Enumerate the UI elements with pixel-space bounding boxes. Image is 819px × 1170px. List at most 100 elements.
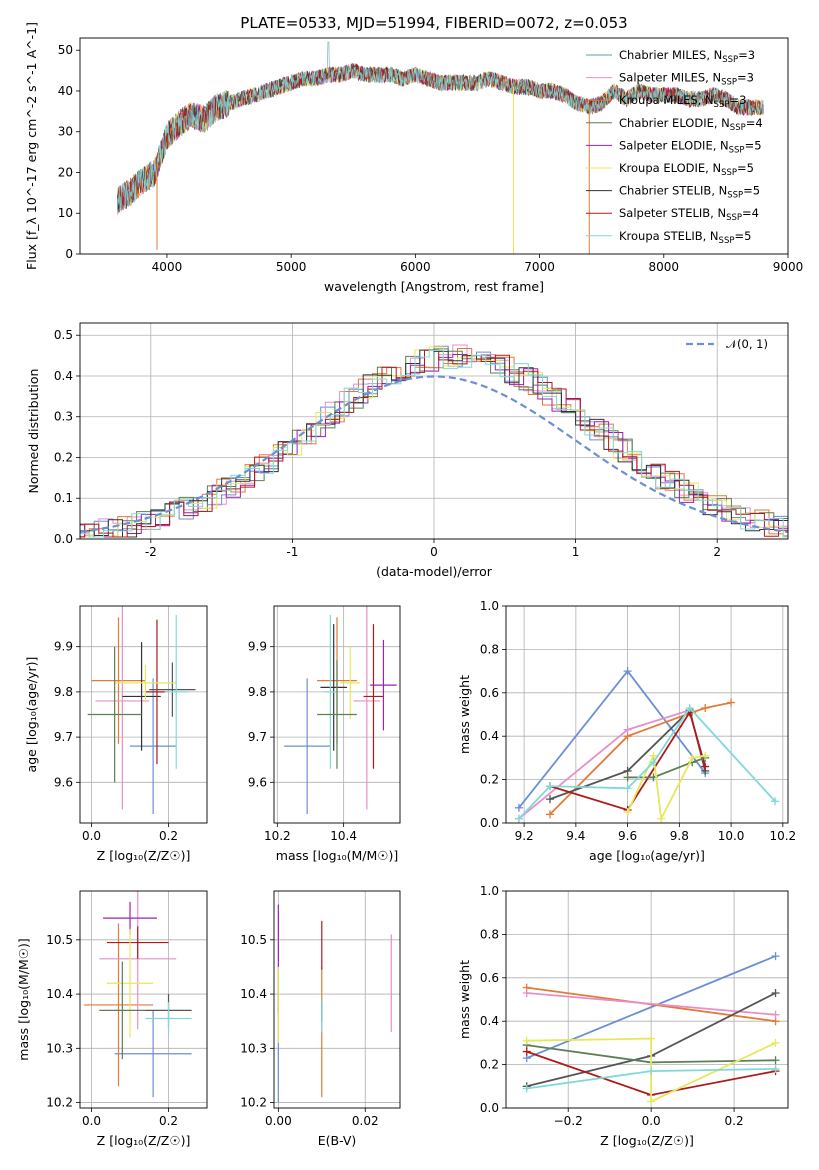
legend-label: Kroupa MILES, NSSP=3: [619, 93, 746, 110]
axes-mass_vs_Z: 0.0 0.2 10.2 10.3 10.4 10.5 Z [log₁₀(Z/Z☉)] mas…: [16, 890, 208, 1148]
axes-frame: [79, 890, 208, 1109]
y-tick-label: 0.8: [480, 642, 499, 656]
errorbar-point: [114, 664, 177, 701]
series-marker: [657, 814, 666, 823]
x-axis-label: (data-model)/error: [376, 564, 493, 579]
series-marker: [522, 1036, 531, 1045]
x-axis-label: E(B-V): [318, 1133, 357, 1148]
axes-residuals: -2 -1 0 1 2 0.0 0.1 0.2 0.3 0.4 0.5 (data-model)/er…: [26, 322, 789, 579]
spectrum-legend: Chabrier MILES, NSSP=3 Salpeter MILES, NS…: [586, 48, 763, 246]
series-marker: [688, 753, 697, 762]
y-tick-label: 9.8: [54, 685, 73, 699]
y-tick-label: 0.3: [54, 410, 73, 424]
errorbar-point: [99, 961, 146, 1060]
series-marker: [623, 784, 632, 793]
y-tick-label: 10.5: [46, 933, 73, 947]
x-axis-label: Z [log₁₀(Z/Z☉)]: [600, 1133, 694, 1148]
series-marker: [771, 1056, 780, 1065]
series-marker: [685, 703, 694, 712]
histogram-step: [80, 350, 788, 538]
x-tick-label: -2: [145, 545, 157, 559]
series-marker: [514, 803, 523, 812]
axes-frame: [505, 890, 789, 1109]
y-axis-label: Normed distribution: [26, 369, 41, 494]
y-tick-label: 0.5: [54, 328, 73, 342]
grid-lines: [506, 890, 788, 1109]
y-tick-label: 0.0: [54, 532, 73, 546]
series-marker: [623, 808, 632, 817]
grid-lines: [274, 891, 400, 1108]
x-tick-label: 10.0: [718, 829, 745, 843]
legend-label: Chabrier STELIB, NSSP=5: [619, 184, 760, 201]
series-marker: [771, 988, 780, 997]
errorbar-point: [164, 615, 188, 769]
x-tick-label: 9.8: [670, 829, 689, 843]
series-marker: [727, 698, 736, 707]
y-tick-label: 10.4: [46, 987, 73, 1001]
x-axis-label: wavelength [Angstrom, rest frame]: [324, 279, 544, 294]
x-tick-label: 9.4: [566, 829, 585, 843]
series-marker: [647, 1034, 656, 1043]
y-tick-label: 10.2: [46, 1096, 73, 1110]
y-tick-label: 10.3: [240, 1041, 267, 1055]
y-tick-label: 0.6: [480, 971, 499, 985]
y-tick-label: 10.5: [240, 933, 267, 947]
axes-mass_vs_EBV: 0.00 0.02 10.2 10.3 10.4 10.5 E(B-V): [240, 890, 401, 1148]
x-tick-label: 7000: [524, 260, 555, 274]
plot-area: [283, 606, 397, 814]
y-axis-label: mass weight: [457, 675, 472, 754]
errorbar-point: [114, 1010, 192, 1098]
y-tick-label: 9.9: [54, 640, 73, 654]
legend-label: Chabrier MILES, NSSP=3: [619, 48, 755, 65]
y-tick-label: 9.9: [248, 640, 267, 654]
y-tick-label: 10.2: [240, 1096, 267, 1110]
plot-area: [87, 606, 196, 814]
errorbar-point: [83, 923, 154, 1087]
y-tick-label: 40: [58, 84, 73, 98]
y-tick-label: 0.6: [480, 686, 499, 700]
errorbar-point: [323, 615, 337, 769]
series-line: [549, 710, 707, 812]
axes-age_vs_mass: 10.2 10.4 9.6 9.7 9.8 9.9 mass [log₁₀(M/M☉)]: [248, 605, 401, 863]
x-tick-label: 10.4: [330, 829, 357, 843]
grid-lines: [506, 605, 788, 824]
y-tick-label: 9.8: [248, 685, 267, 699]
series-marker: [514, 814, 523, 823]
y-tick-label: 0.4: [54, 369, 73, 383]
x-tick-label: 9.6: [618, 829, 637, 843]
errorbar-point: [370, 639, 397, 731]
histogram-step: [80, 344, 788, 537]
histogram-step: [80, 346, 788, 538]
errorbar-point: [283, 678, 331, 814]
series-line: [627, 757, 706, 779]
x-axis-label: mass [log₁₀(M/M☉)]: [276, 848, 398, 863]
plot-area: [117, 41, 764, 254]
errorbar-point: [317, 660, 357, 769]
y-tick-label: 1.0: [480, 884, 499, 898]
plot-area: [83, 891, 192, 1098]
series-marker: [623, 725, 632, 734]
errorbar-point: [122, 642, 161, 751]
series-marker: [545, 810, 554, 819]
series-line: [526, 992, 776, 1016]
y-tick-label: 1.0: [480, 599, 499, 613]
axes-frame: [273, 890, 401, 1109]
series-marker: [545, 795, 554, 804]
y-tick-label: 0.2: [480, 1058, 499, 1072]
y-tick-label: 30: [58, 125, 73, 139]
y-tick-label: 10.3: [46, 1041, 73, 1055]
legend-label: Salpeter STELIB, NSSP=4: [619, 206, 759, 223]
series-line: [626, 752, 706, 822]
axes-frame: [505, 605, 789, 824]
x-tick-label: 0.0: [82, 829, 101, 843]
legend-label: Kroupa ELODIE, NSSP=5: [619, 161, 754, 178]
x-tick-label: 0.2: [159, 829, 178, 843]
x-tick-label: 6000: [400, 260, 431, 274]
y-tick-label: 0.2: [54, 450, 73, 464]
series-marker: [522, 988, 531, 997]
x-tick-label: 1: [572, 545, 580, 559]
axes-frame: [273, 605, 401, 824]
series-marker: [701, 703, 710, 712]
series-marker: [771, 1038, 780, 1047]
